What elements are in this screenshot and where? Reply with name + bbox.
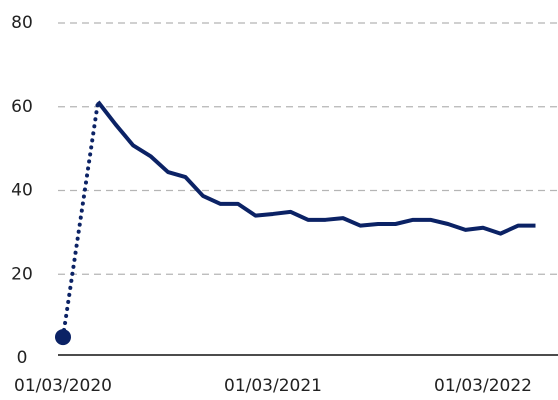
y-tick-label: 20 — [11, 264, 33, 284]
point-marker — [55, 329, 71, 346]
x-tick-label: 01/03/2022 — [434, 376, 532, 396]
y-tick-label: 0 — [17, 348, 28, 368]
y-tick-label: 80 — [11, 13, 33, 33]
line-segment-dotted — [61, 99, 100, 340]
x-tick-label: 01/03/2021 — [224, 376, 322, 396]
y-tick-label: 40 — [11, 181, 33, 201]
x-tick-label: 01/03/2020 — [14, 376, 112, 396]
y-tick-label: 60 — [11, 97, 33, 117]
line — [96, 100, 536, 236]
